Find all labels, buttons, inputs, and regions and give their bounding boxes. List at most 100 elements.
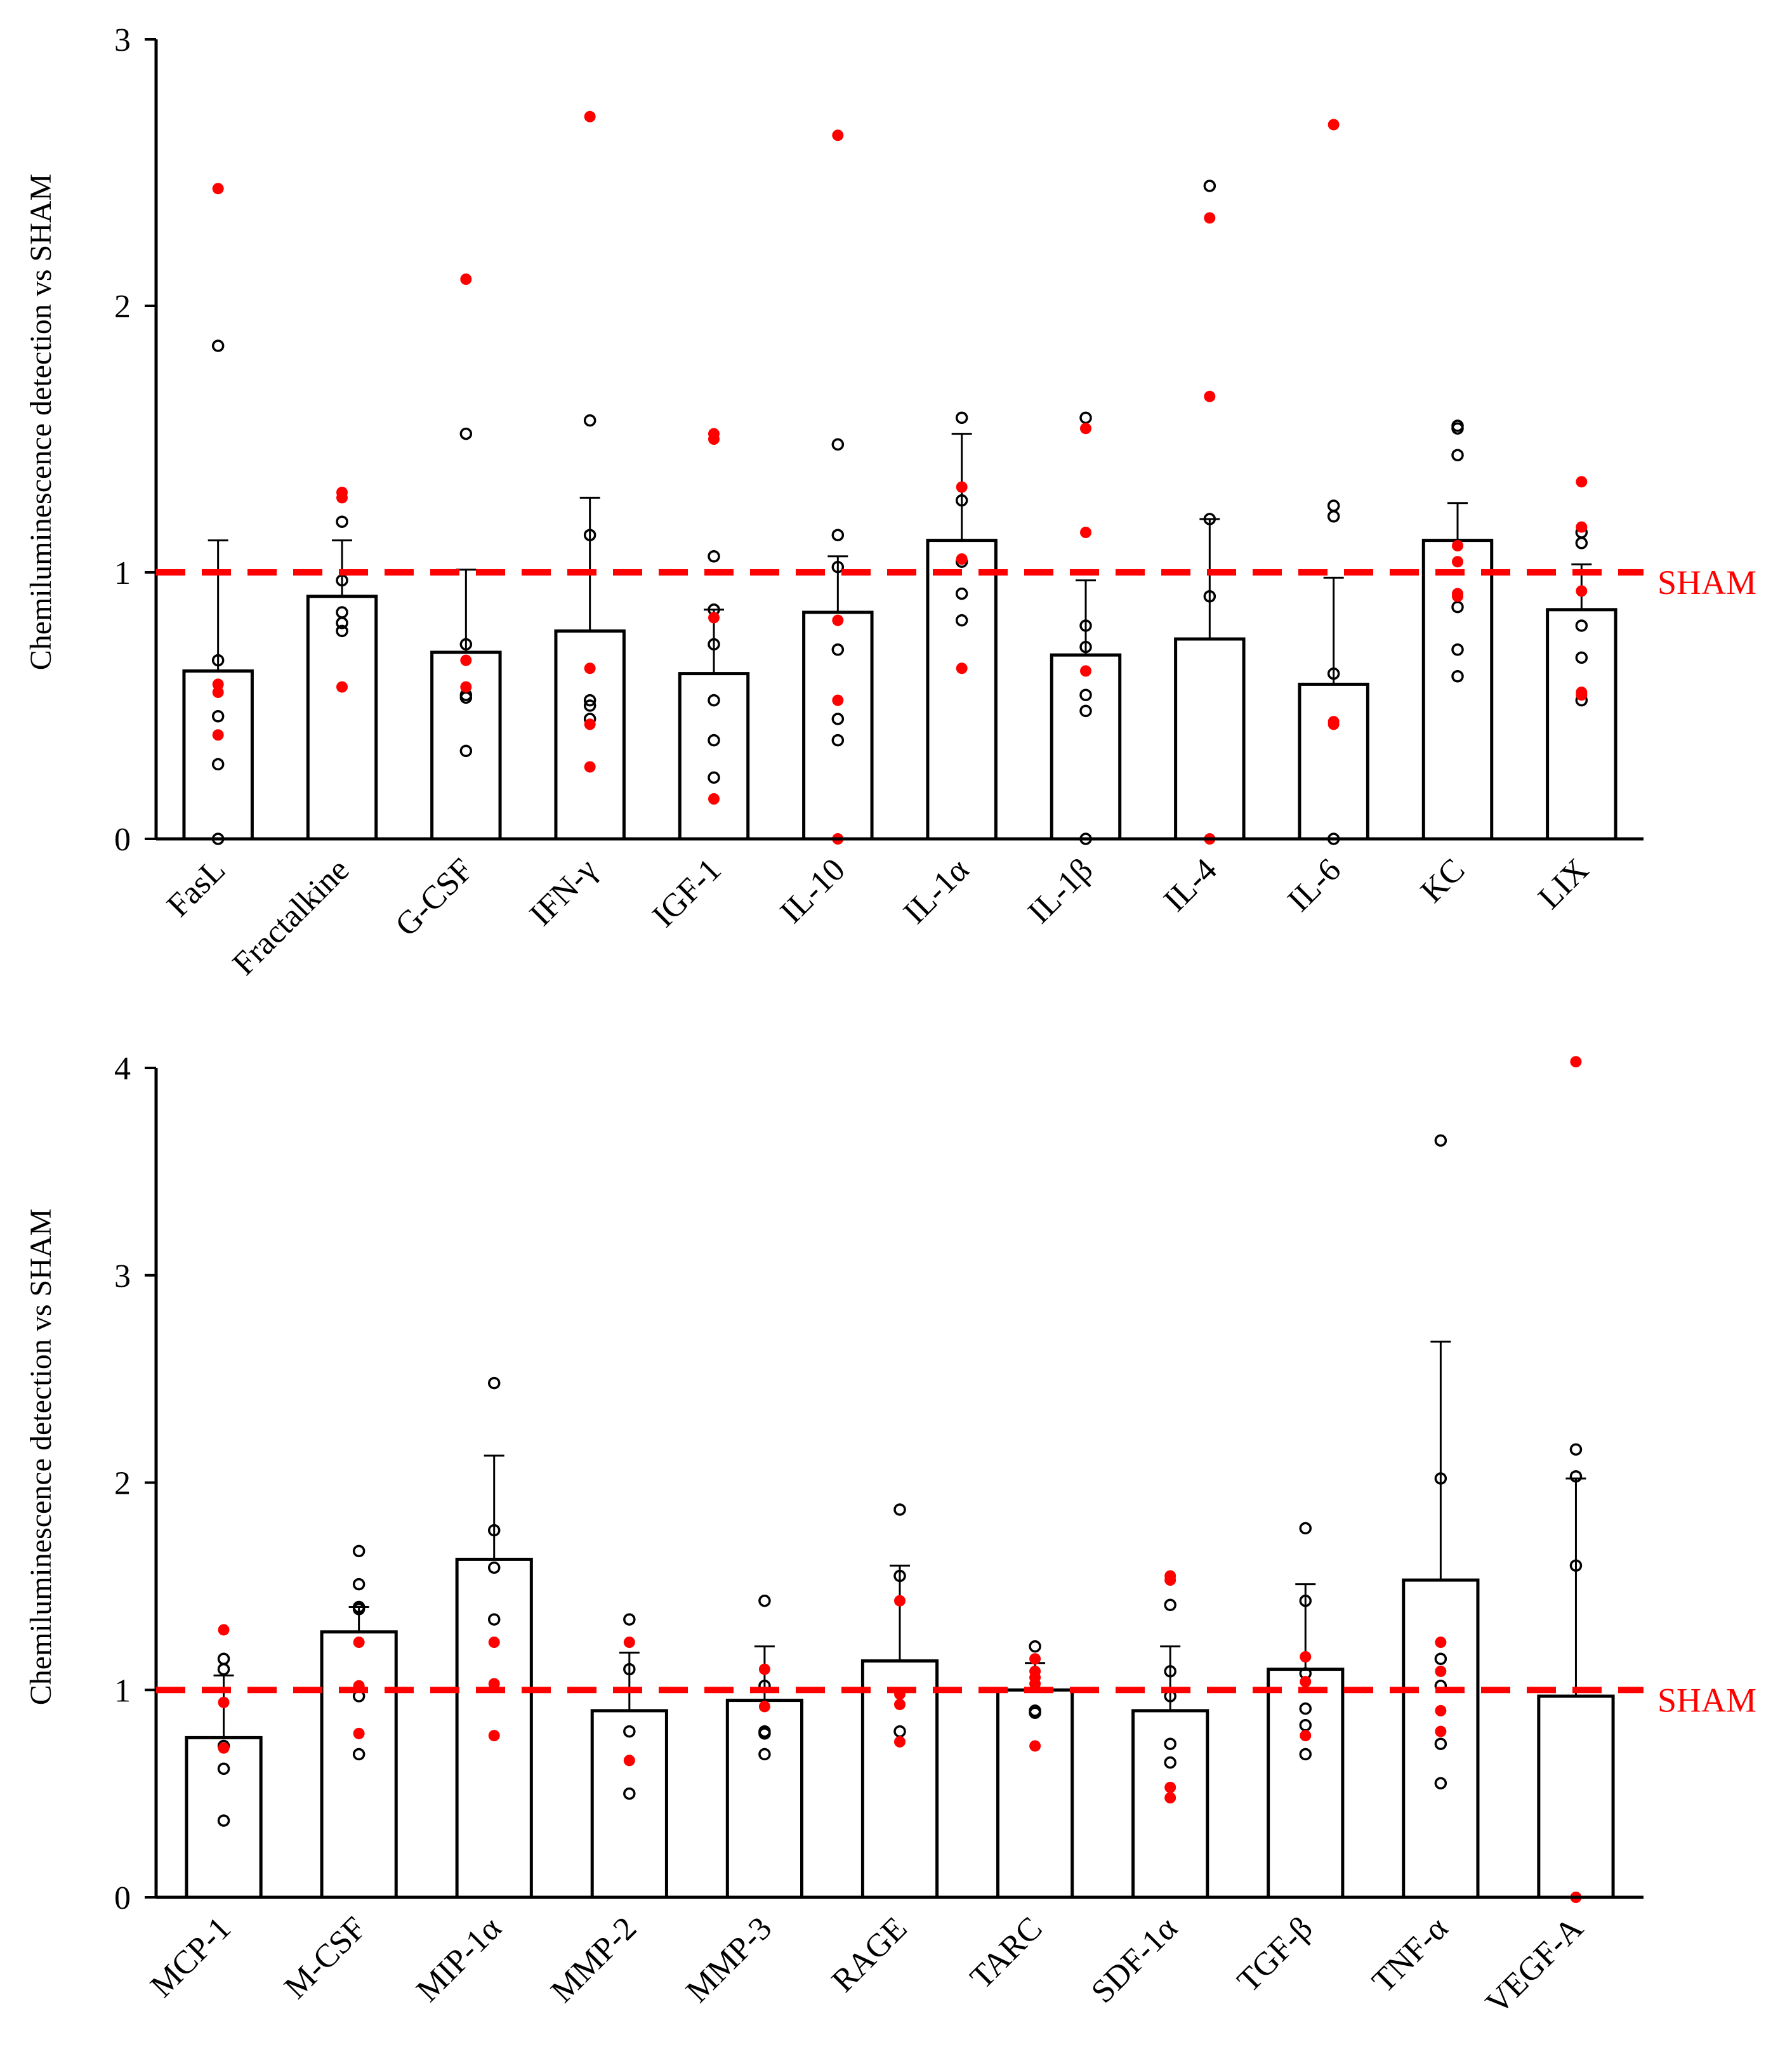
y-tick-label: 4 <box>114 1051 131 1087</box>
data-point-red <box>1576 476 1588 488</box>
data-point-open <box>1451 643 1464 656</box>
data-point-open <box>1327 510 1340 523</box>
data-point-red <box>1452 540 1463 551</box>
data-point-open <box>1575 619 1588 632</box>
data-point-open <box>487 1376 501 1390</box>
data-point-red <box>894 1699 906 1711</box>
x-tick-label: MMP-3 <box>680 1910 779 2010</box>
data-point-red <box>212 678 224 690</box>
data-point-red <box>584 662 596 675</box>
data-point-red <box>1570 1056 1582 1068</box>
data-point-red <box>758 1701 770 1713</box>
y-tick-label: 1 <box>114 1673 131 1709</box>
data-point-red <box>1576 585 1588 597</box>
data-point-red <box>832 614 844 626</box>
data-point-open <box>487 1613 501 1626</box>
data-point-red <box>218 1742 230 1754</box>
x-tick-label: MIP-1α <box>410 1910 509 2009</box>
data-point-red <box>832 694 844 706</box>
data-point-red <box>758 1663 770 1675</box>
data-point-open <box>1575 651 1588 664</box>
data-point-open <box>1434 1472 1447 1485</box>
data-point-open <box>1569 1559 1583 1572</box>
x-tick-label: IL-10 <box>774 852 852 930</box>
bar <box>185 1735 263 1899</box>
data-point-open <box>831 643 845 656</box>
data-point-red <box>336 492 348 504</box>
data-point-open <box>708 771 720 784</box>
bar <box>678 672 750 841</box>
data-point-open <box>955 494 968 507</box>
y-tick-label: 3 <box>114 22 131 58</box>
data-point-open <box>1569 1470 1583 1483</box>
x-tick-label: IL-1β <box>1021 852 1100 930</box>
y-tick-label: 2 <box>114 289 131 325</box>
data-point-open <box>1079 411 1092 425</box>
data-point-open <box>955 587 968 600</box>
data-point-red <box>584 761 596 773</box>
x-tick-label: FasL <box>160 852 232 924</box>
bar <box>1546 608 1617 841</box>
x-tick-label: M-CSF <box>277 1910 373 2006</box>
data-point-open <box>1299 1594 1312 1607</box>
data-point-open <box>623 1663 636 1676</box>
data-point-red <box>956 662 968 675</box>
data-point-red <box>1204 212 1216 224</box>
data-point-open <box>831 734 845 747</box>
data-point-red <box>460 654 472 666</box>
data-point-open <box>1203 180 1216 192</box>
data-point-red <box>1029 1740 1041 1752</box>
data-point-open <box>893 1569 906 1583</box>
data-point-red <box>212 183 224 195</box>
bar <box>996 1688 1074 1899</box>
data-point-red <box>1300 1676 1312 1688</box>
x-tick-label: TNF-α <box>1366 1910 1455 1999</box>
data-point-open <box>708 734 720 747</box>
data-point-red <box>353 1637 365 1649</box>
data-point-red <box>460 273 472 285</box>
data-point-open <box>1451 422 1464 435</box>
data-point-open <box>623 1613 636 1626</box>
bar <box>1267 1668 1345 1899</box>
data-point-red <box>623 1637 635 1649</box>
y-tick-label: 2 <box>114 1466 131 1502</box>
data-point-open <box>336 515 348 528</box>
x-tick-label: IL-4 <box>1157 852 1224 919</box>
data-point-open <box>459 638 473 651</box>
data-point-open <box>831 560 845 574</box>
data-point-red <box>708 612 720 624</box>
data-point-red <box>584 718 596 730</box>
data-point-red <box>832 129 844 142</box>
data-point-open <box>708 694 720 707</box>
data-point-open <box>1164 1665 1176 1678</box>
data-point-open <box>217 1762 230 1775</box>
data-point-open <box>1434 1777 1447 1790</box>
data-point-red <box>1435 1725 1447 1737</box>
data-point-red <box>1300 1650 1312 1663</box>
data-point-open <box>831 713 845 725</box>
x-tick-label: VEGF-A <box>1479 1910 1590 2021</box>
data-point-open <box>758 1727 771 1740</box>
data-point-red <box>1080 527 1091 538</box>
data-point-open <box>211 710 225 723</box>
data-point-red <box>1452 556 1463 568</box>
data-point-open <box>1299 1522 1312 1535</box>
data-point-open <box>893 1503 906 1516</box>
data-point-red <box>708 433 720 445</box>
x-tick-label: MCP-1 <box>143 1910 238 2005</box>
data-point-open <box>758 1594 771 1607</box>
data-point-open <box>487 1561 501 1574</box>
x-tick-label: KC <box>1414 852 1472 909</box>
data-point-open <box>1451 670 1464 683</box>
data-point-red <box>1300 1730 1312 1742</box>
data-point-red <box>1164 1792 1176 1804</box>
data-point-open <box>1079 688 1092 701</box>
data-point-open <box>336 624 348 638</box>
data-point-open <box>831 529 845 541</box>
x-tick-label: TGF-β <box>1230 1910 1320 1999</box>
bar <box>1421 539 1494 841</box>
data-point-red <box>1435 1704 1447 1716</box>
bar <box>1050 653 1122 841</box>
x-tick-label: RAGE <box>825 1910 914 1999</box>
